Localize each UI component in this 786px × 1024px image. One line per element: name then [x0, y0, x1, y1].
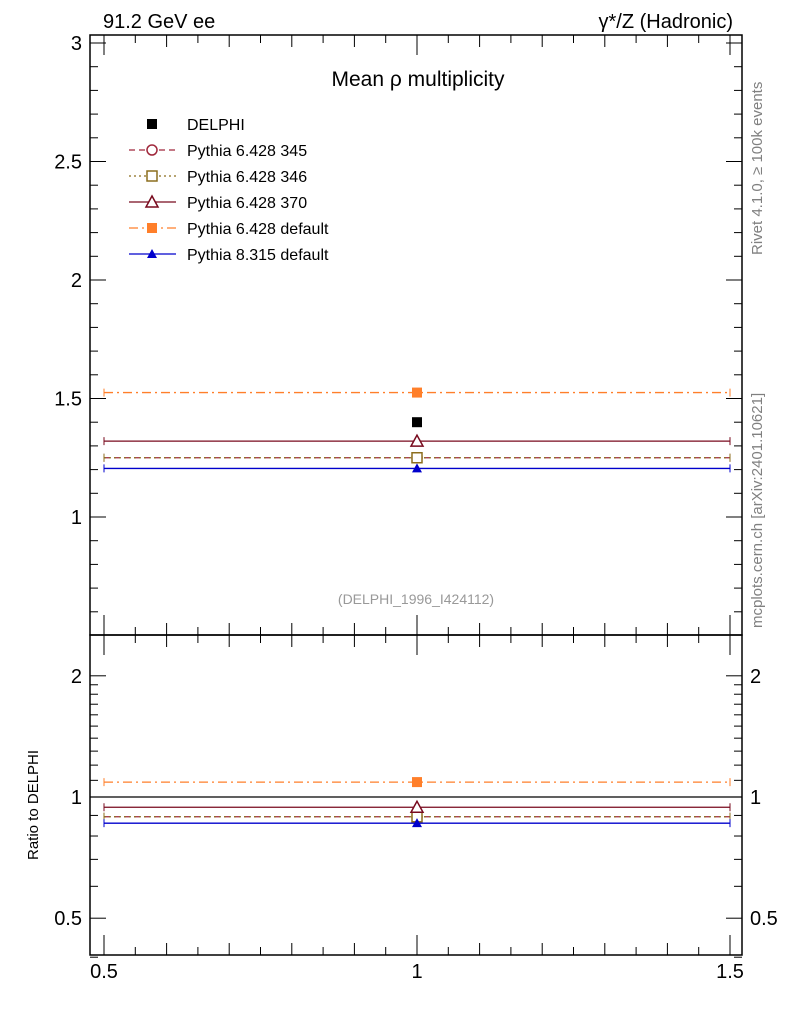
- data-point: [412, 417, 422, 428]
- main-y-ticks: 1 1.5 2 2.5 3: [54, 33, 742, 613]
- ratio-panel-frame: [89, 634, 743, 956]
- analysis-watermark: (DELPHI_1996_I424112): [338, 591, 494, 607]
- legend-label: Pythia 6.428 345: [187, 143, 307, 160]
- data-point: [412, 463, 422, 473]
- legend-label: DELPHI: [187, 117, 245, 134]
- xtick-label: 1: [411, 961, 422, 983]
- legend-marker: [147, 249, 157, 258]
- legend: DELPHI Pythia 6.428 345 Pythia 6.428 346 Py…: [129, 117, 329, 264]
- ratio-series-group: [90, 777, 742, 828]
- ratio-y-ticks: 0.5 0.5 1 1 2 2: [54, 666, 778, 958]
- process-label: γ*/Z (Hadronic): [599, 11, 733, 33]
- legend-label: Pythia 6.428 346: [187, 169, 307, 186]
- ratio-ylabel: Ratio to DELPHI: [25, 750, 42, 860]
- main-ytick-label: 3: [71, 33, 82, 55]
- legend-marker: [147, 223, 157, 233]
- ratio-ytick-label-right: 0.5: [750, 908, 778, 930]
- rivet-label: Rivet 4.1.0, ≥ 100k events: [749, 82, 766, 255]
- data-point: [412, 387, 422, 398]
- ratio-ytick-label-right: 2: [750, 666, 761, 688]
- main-ytick-label: 1: [71, 507, 82, 529]
- energy-label: 91.2 GeV ee: [103, 11, 215, 33]
- mcplots-label: mcplots.cern.ch [arXiv:2401.10621]: [749, 393, 766, 628]
- main-ytick-label: 2.5: [54, 152, 82, 174]
- ratio-ytick-label: 2: [71, 666, 82, 688]
- legend-label: Pythia 6.428 370: [187, 195, 307, 212]
- x-ticks: 0.5 1 1.5: [90, 35, 744, 983]
- legend-marker: [144, 194, 160, 208]
- xtick-label: 1.5: [716, 961, 744, 983]
- xtick-label: 0.5: [90, 961, 118, 983]
- data-point: [411, 452, 423, 464]
- ratio-ytick-label: 0.5: [54, 908, 82, 930]
- ratio-point: [412, 818, 422, 828]
- legend-marker: [146, 144, 158, 156]
- legend-marker: [147, 119, 157, 129]
- ratio-ytick-label-right: 1: [750, 787, 761, 809]
- ratio-point: [412, 777, 422, 788]
- ratio-point: [409, 799, 425, 814]
- ratio-ytick-label: 1: [71, 787, 82, 809]
- data-point: [409, 433, 425, 447]
- legend-label: Pythia 6.428 default: [187, 221, 329, 238]
- main-series-group: [103, 387, 731, 473]
- legend-marker: [146, 170, 158, 182]
- main-ytick-label: 2: [71, 270, 82, 292]
- plot-title: Mean ρ multiplicity: [332, 68, 505, 91]
- legend-label: Pythia 8.315 default: [187, 247, 329, 264]
- main-ytick-label: 1.5: [54, 389, 82, 411]
